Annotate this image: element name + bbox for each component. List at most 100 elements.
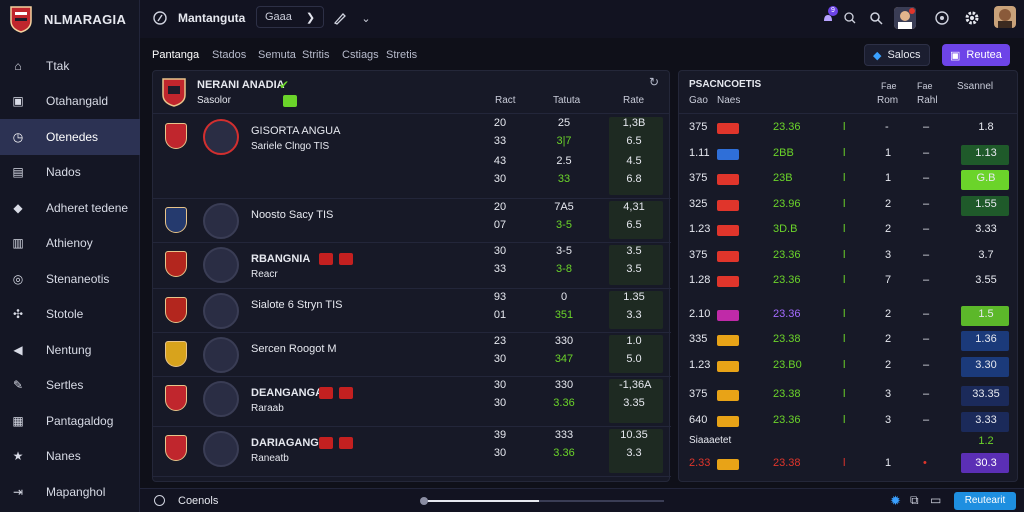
odds-row[interactable]: 1.23 3D.B l 2 – 3.33 [679, 219, 1019, 243]
status-action-button[interactable]: Reutearit [954, 492, 1016, 510]
cell-c2: 6.5 [626, 135, 642, 147]
progress-track[interactable] [420, 497, 664, 505]
cell-a2: 33 [493, 263, 507, 275]
odds-e-box [961, 411, 1009, 432]
sidebar-item-7[interactable]: ✣ Stotole [0, 297, 140, 333]
sidebar-item-2[interactable]: ◷ Otenedes [0, 119, 140, 155]
primary-button[interactable]: ▣ Reutea [942, 44, 1010, 66]
cell-c2: 3.5 [626, 263, 642, 275]
copy-icon[interactable]: ⧉ [910, 493, 919, 507]
sidebar-item-12[interactable]: ⇥ Mapanghol [0, 474, 140, 510]
filter-button[interactable]: ◆ Salocs [864, 44, 930, 66]
odds-e: 3.30 [975, 358, 997, 371]
match-row[interactable]: DEANGANGA Raraab 30 30 330 3.36 -1,36A 3.35 [153, 377, 671, 427]
tab-0[interactable]: Pantanga [152, 49, 200, 61]
gear-icon[interactable] [964, 10, 980, 26]
cell-a2: 30 [493, 447, 507, 459]
tag-icon: ◆ [13, 200, 23, 215]
pen-icon[interactable] [332, 10, 348, 26]
odds-row[interactable]: 325 23.96 l 2 – 1.55 [679, 194, 1019, 218]
odds-d: 3 [885, 388, 892, 400]
odds-row[interactable]: 375 23B l 1 – G.B [679, 168, 1019, 192]
sidebar-item-6[interactable]: ◎ Stenaneotis [0, 261, 140, 297]
odds-row[interactable]: 1.11 2BB l 1 – 1.13 [679, 143, 1019, 167]
match-row[interactable]: RBANGNIA Reacr 30 33 3-5 3-8 3.5 3.5 [153, 243, 671, 289]
odds-row[interactable]: 335 23.38 l 2 – 1.36 [679, 329, 1019, 353]
profile-avatar[interactable] [994, 6, 1016, 28]
match-row[interactable]: Sercen Roogot M 23 30 330 347 1.0 5.0 [153, 333, 671, 377]
search-icon[interactable] [868, 10, 884, 26]
cell-a1: 39 [493, 429, 507, 441]
search-box[interactable]: Gaaa ❯ [256, 6, 324, 28]
odds-d: 1 [885, 172, 892, 184]
col-header-ract: Ract [495, 95, 516, 106]
sidebar-item-3[interactable]: ▤ Nados [0, 155, 140, 191]
brand-logo-icon [10, 6, 32, 33]
tab-1[interactable]: Stados [212, 49, 247, 61]
odds-highlight [609, 291, 663, 329]
cell-b4: 33 [557, 173, 571, 185]
odds-col4b: Rahl [917, 95, 938, 106]
refresh-icon[interactable]: ↻ [649, 75, 660, 89]
odds-d: 2 [885, 223, 892, 235]
odds-dash: – [923, 172, 930, 184]
settings-icon[interactable]: ✹ [890, 493, 901, 508]
home-icon: ⌂ [14, 58, 22, 73]
more-icon[interactable]: ⌄ [361, 12, 371, 25]
verified-icon: ✔ [279, 78, 290, 92]
cell-c1: -1,36A [619, 379, 652, 391]
odds-e-box [961, 356, 1009, 377]
search-label: Gaaa [265, 11, 292, 23]
tab-3[interactable]: Stritis [302, 49, 330, 61]
lamp-icon[interactable] [842, 10, 858, 26]
bell-icon[interactable]: 9 [820, 6, 838, 26]
odds-e-box [961, 331, 1009, 351]
odds-n: 375 [689, 388, 708, 400]
sidebar-item-1[interactable]: ▣ Otahangald [0, 84, 140, 120]
back-icon[interactable] [152, 10, 168, 26]
match-name: GISORTA ANGUA [251, 125, 341, 137]
odds-row[interactable]: 375 23.36 l 3 – 3.7 [679, 245, 1019, 269]
odds-row[interactable]: 1.28 23.36 l 7 – 3.55 [679, 270, 1019, 294]
match-row[interactable]: Noosto Sacy TIS 20 07 7A5 3-5 4,31 6.5 [153, 199, 671, 243]
match-row[interactable]: Sialote 6 Stryn TIS 93 01 0 351 1.35 3.3 [153, 289, 671, 333]
odds-v: 23.36 [773, 121, 801, 133]
odds-chip [717, 309, 739, 321]
globe-icon[interactable] [934, 10, 950, 26]
sidebar-item-10[interactable]: ▦ Pantagaldog [0, 403, 140, 439]
team-crest-icon [165, 207, 187, 233]
tab-2[interactable]: Semuta [258, 49, 296, 61]
odds-sub1: Gao [689, 95, 708, 106]
odds-row[interactable]: 1.23 23.B0 l 2 – 3.30 [679, 355, 1019, 379]
cell-a1: 30 [493, 379, 507, 391]
tab-5[interactable]: Stretis [386, 49, 418, 61]
cell-a2: 07 [493, 219, 507, 231]
row-divider [153, 288, 671, 289]
cell-a1: 93 [493, 291, 507, 303]
odds-dash: – [923, 307, 930, 320]
odds-chip [717, 199, 739, 211]
folder-icon[interactable]: ▭ [930, 493, 942, 507]
tab-4[interactable]: Cstiags [342, 49, 379, 61]
odds-row[interactable]: 640 23.36 l 3 – 3.33 [679, 410, 1019, 434]
sidebar-item-8[interactable]: ◀ Nentung [0, 332, 140, 368]
avatar[interactable] [894, 7, 916, 29]
odds-n: 325 [689, 197, 708, 210]
odds-v: 23.B0 [773, 358, 802, 371]
sidebar-item-0[interactable]: ⌂ Ttak [0, 48, 140, 84]
sidebar-item-label: Athienoy [46, 236, 93, 251]
sidebar-item-9[interactable]: ✎ Sertles [0, 368, 140, 404]
cell-c1: 1.0 [626, 335, 642, 347]
sidebar-item-5[interactable]: ▥ Athienoy [0, 226, 140, 262]
sidebar-item-11[interactable]: ★ Nanes [0, 439, 140, 475]
odds-row[interactable]: 375 23.38 l 3 – 33.35 [679, 384, 1019, 408]
odds-row[interactable]: 2.10 23.36 l 2 – 1.5 [679, 304, 1019, 328]
brand[interactable]: NLMARAGIA [0, 0, 139, 38]
match-row[interactable]: GISORTA ANGUA Sariele Clngo TIS 20 33 25 3|7 1… [153, 115, 671, 199]
odds-row[interactable]: 375 23.36 l - – 1.8 [679, 117, 1019, 141]
sidebar-item-4[interactable]: ◆ Adheret tedene [0, 190, 140, 226]
cell-a1: 23 [493, 335, 507, 347]
match-row[interactable]: DARIAGANGA Raneatb 39 30 333 3.36 10.35 3.3 [153, 427, 671, 477]
progress-start-knob[interactable] [420, 497, 428, 505]
odds-footer-d: 1 [885, 457, 892, 469]
